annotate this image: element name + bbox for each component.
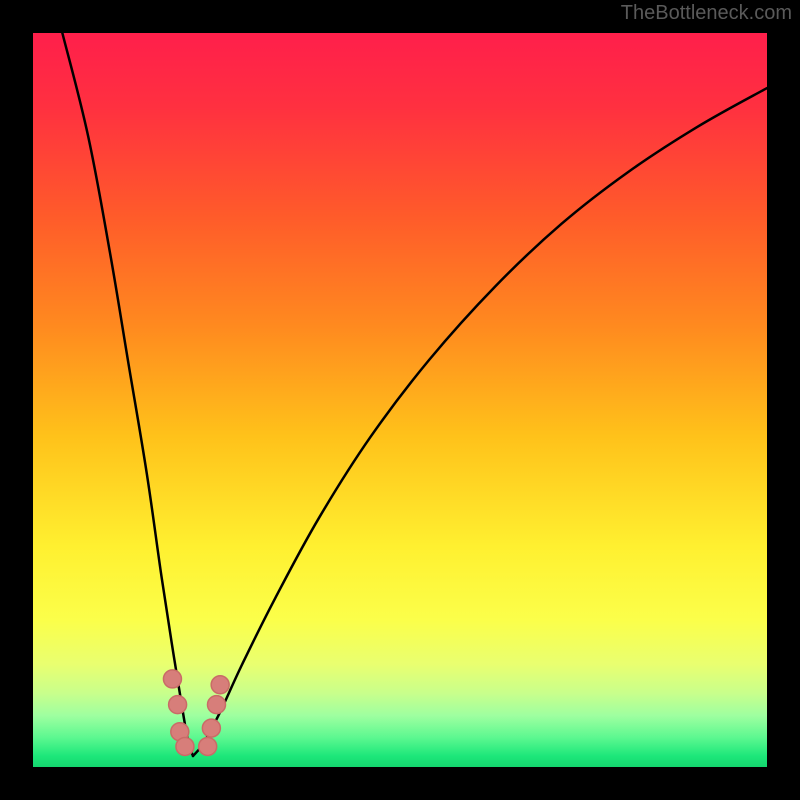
marker-dot xyxy=(211,676,229,694)
marker-dot xyxy=(169,696,187,714)
curve-right-branch xyxy=(193,88,767,756)
marker-dot xyxy=(163,670,181,688)
marker-dot xyxy=(208,696,226,714)
chart-curves-layer xyxy=(33,33,767,767)
marker-dot xyxy=(176,737,194,755)
watermark-text: TheBottleneck.com xyxy=(621,2,792,25)
marker-dot xyxy=(199,737,217,755)
marker-dot xyxy=(202,719,220,737)
chart-plot-area xyxy=(33,33,767,767)
marker-cluster xyxy=(163,670,229,756)
curve-left-branch xyxy=(62,33,193,756)
